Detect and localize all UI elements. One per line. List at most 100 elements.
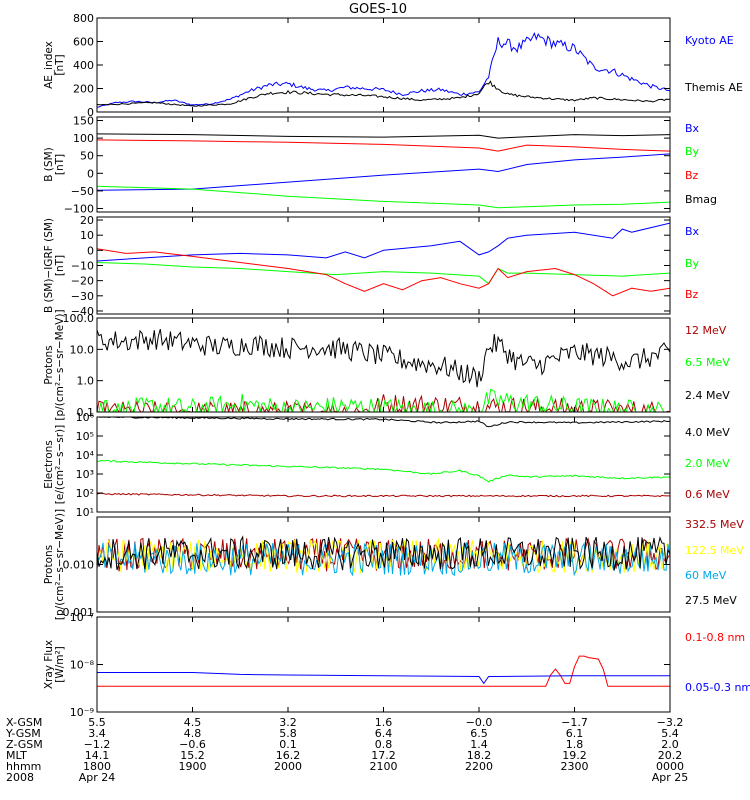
bsm-series-bz bbox=[97, 139, 670, 152]
panel-ae: 0 200 400 600 800 AE_index [nT] Kyoto AE Themis … bbox=[43, 12, 743, 119]
ephem-cell: 2000 bbox=[274, 760, 302, 773]
legend-0-6-mev: 0.6 MeV bbox=[685, 488, 730, 501]
panel-xray: 10⁻⁹ 10⁻⁸ 10⁻⁷ Xray Flux [W/m²] 0.1-0.8 nm 0.0… bbox=[43, 611, 750, 719]
ephem-cell: 3.4 bbox=[88, 727, 106, 740]
y-axis-label: Electrons bbox=[43, 440, 55, 489]
protons_high-series-27-5-mev bbox=[97, 535, 670, 571]
ephem-cell: 5.4 bbox=[661, 727, 679, 740]
y-tick-label: 0.010 bbox=[63, 559, 95, 572]
bsm-series bbox=[97, 133, 670, 209]
y-axis-label: AE_index bbox=[43, 41, 55, 89]
y-tick-label: 150 bbox=[73, 115, 94, 128]
ephem-cell: −3.2 bbox=[657, 716, 684, 729]
y-tick-label: 200 bbox=[73, 83, 94, 96]
ae-series-themis-ae bbox=[97, 80, 670, 107]
panel-protons_low: 0.1 1.0 10.0 100.0 Protons [p/(cm²−s−sr−MeV)]… bbox=[43, 309, 730, 420]
y-axis-label: [p/(cm²−s−sr−MeV)] bbox=[54, 509, 66, 620]
ephem-cell: −1.7 bbox=[561, 716, 588, 729]
xray-frame bbox=[96, 616, 671, 713]
ephem-cell: Apr 25 bbox=[652, 771, 689, 784]
y-tick-label: 0 bbox=[87, 167, 94, 180]
ephem-cell: 2100 bbox=[370, 760, 398, 773]
ephem-cell: −1.2 bbox=[84, 738, 111, 751]
legend-6-5-mev: 6.5 MeV bbox=[685, 356, 730, 369]
y-tick-label: 10⁶ bbox=[76, 411, 95, 424]
y-tick-label: −30 bbox=[71, 290, 94, 303]
bdiff-series bbox=[97, 222, 670, 297]
bdiff-series-bz bbox=[97, 248, 670, 297]
y-axis-label: B (SM)−IGRF (SM) bbox=[43, 218, 55, 313]
y-axis-label: [nT] bbox=[54, 255, 66, 276]
ephem-cell: 1900 bbox=[179, 760, 207, 773]
ephem-cell: −0.0 bbox=[466, 716, 493, 729]
electrons-series bbox=[97, 417, 670, 498]
bsm-frame bbox=[96, 116, 671, 213]
ephem-cell: 17.2 bbox=[371, 749, 396, 762]
bsm-series-by bbox=[97, 185, 670, 209]
panel-bsm: −100 −50 0 50 100 150 B (SM) [nT] Bx By Bz Bmag bbox=[43, 115, 717, 216]
ephem-row-label: Y-GSM bbox=[5, 727, 41, 740]
panel-bdiff: −40 −30 −20 −10 0 10 20 B (SM)−IGRF (SM) [nT] Bx B… bbox=[43, 214, 700, 318]
legend-27-5-mev: 27.5 MeV bbox=[685, 594, 737, 607]
y-axis-label: [W/m²] bbox=[54, 646, 66, 683]
y-axis-label: [e/(cm²−s−sr)] bbox=[54, 425, 66, 504]
panel-electrons: 10¹ 10² 10³ 10⁴ 10⁵ 10⁶ Electrons [e/(cm²−s−sr)… bbox=[43, 411, 730, 519]
ephem-cell: 18.2 bbox=[467, 749, 492, 762]
bdiff-series-by bbox=[97, 262, 670, 285]
y-axis-label: Protons bbox=[43, 345, 55, 384]
y-tick-label: 20 bbox=[80, 214, 94, 227]
bsm-series-bx bbox=[97, 153, 670, 191]
ephem-cell: 5.8 bbox=[279, 727, 297, 740]
y-axis-label: Protons bbox=[43, 545, 55, 584]
legend-332-5-mev: 332.5 MeV bbox=[685, 518, 744, 531]
ephem-cell: 0.1 bbox=[279, 738, 297, 751]
ephem-cell: 15.2 bbox=[180, 749, 205, 762]
ae-series bbox=[97, 31, 670, 108]
ae-series-kyoto-ae bbox=[97, 31, 670, 108]
ephem-cell: 4.5 bbox=[184, 716, 202, 729]
y-tick-label: 10⁻⁸ bbox=[70, 659, 95, 672]
y-axis-label: [p/(cm²−s−sr−MeV)] bbox=[54, 309, 66, 420]
protons_low-series-6-5-mev bbox=[97, 388, 670, 412]
figure-title: GOES-10 bbox=[349, 2, 407, 17]
y-tick-label: −40 bbox=[71, 305, 94, 318]
legend-bx: Bx bbox=[685, 122, 700, 135]
y-tick-label: −10 bbox=[71, 260, 94, 273]
legend-themis-ae: Themis AE bbox=[684, 81, 743, 94]
ephem-cell: 2.0 bbox=[661, 738, 679, 751]
legend-kyoto-ae: Kyoto AE bbox=[685, 34, 734, 47]
ephem-row-label: Z-GSM bbox=[6, 738, 43, 751]
protons_low-series bbox=[97, 328, 670, 412]
ephem-cell: 6.5 bbox=[470, 727, 488, 740]
y-tick-label: 10³ bbox=[76, 468, 94, 481]
legend-bz: Bz bbox=[685, 169, 699, 182]
y-tick-label: 10⁻⁹ bbox=[70, 706, 94, 719]
ephem-cell: −0.6 bbox=[179, 738, 206, 751]
legend-2-0-mev: 2.0 MeV bbox=[685, 457, 730, 470]
y-tick-label: 10⁵ bbox=[76, 430, 94, 443]
y-tick-label: 100 bbox=[73, 132, 94, 145]
ephem-cell: 3.2 bbox=[279, 716, 297, 729]
ephem-cell: 0.8 bbox=[375, 738, 393, 751]
y-tick-label: −50 bbox=[71, 185, 94, 198]
ephem-cell: 1800 bbox=[83, 760, 111, 773]
y-axis-label: [nT] bbox=[54, 54, 66, 75]
panel-protons_high: 0.001 0.010 Protons [p/(cm²−s−sr−MeV)] 332.5… bbox=[43, 509, 744, 620]
y-tick-label: 50 bbox=[80, 150, 94, 163]
protons_high-series bbox=[97, 535, 670, 577]
ephem-row-label: X-GSM bbox=[6, 716, 42, 729]
y-tick-label: 600 bbox=[73, 36, 94, 49]
legend-4-0-mev: 4.0 MeV bbox=[685, 426, 730, 439]
legend-0-1-0-8-nm: 0.1-0.8 nm bbox=[685, 631, 745, 644]
ephem-cell: 2300 bbox=[561, 760, 589, 773]
legend-bx: Bx bbox=[685, 225, 700, 238]
ephem-cell: 20.2 bbox=[658, 749, 683, 762]
legend-60-mev: 60 MeV bbox=[685, 569, 727, 582]
bdiff-frame bbox=[96, 216, 671, 315]
legend-bz: Bz bbox=[685, 288, 699, 301]
y-tick-label: 10 bbox=[80, 229, 94, 242]
ephem-cell: 16.2 bbox=[276, 749, 301, 762]
legend-2-4-mev: 2.4 MeV bbox=[685, 389, 730, 402]
